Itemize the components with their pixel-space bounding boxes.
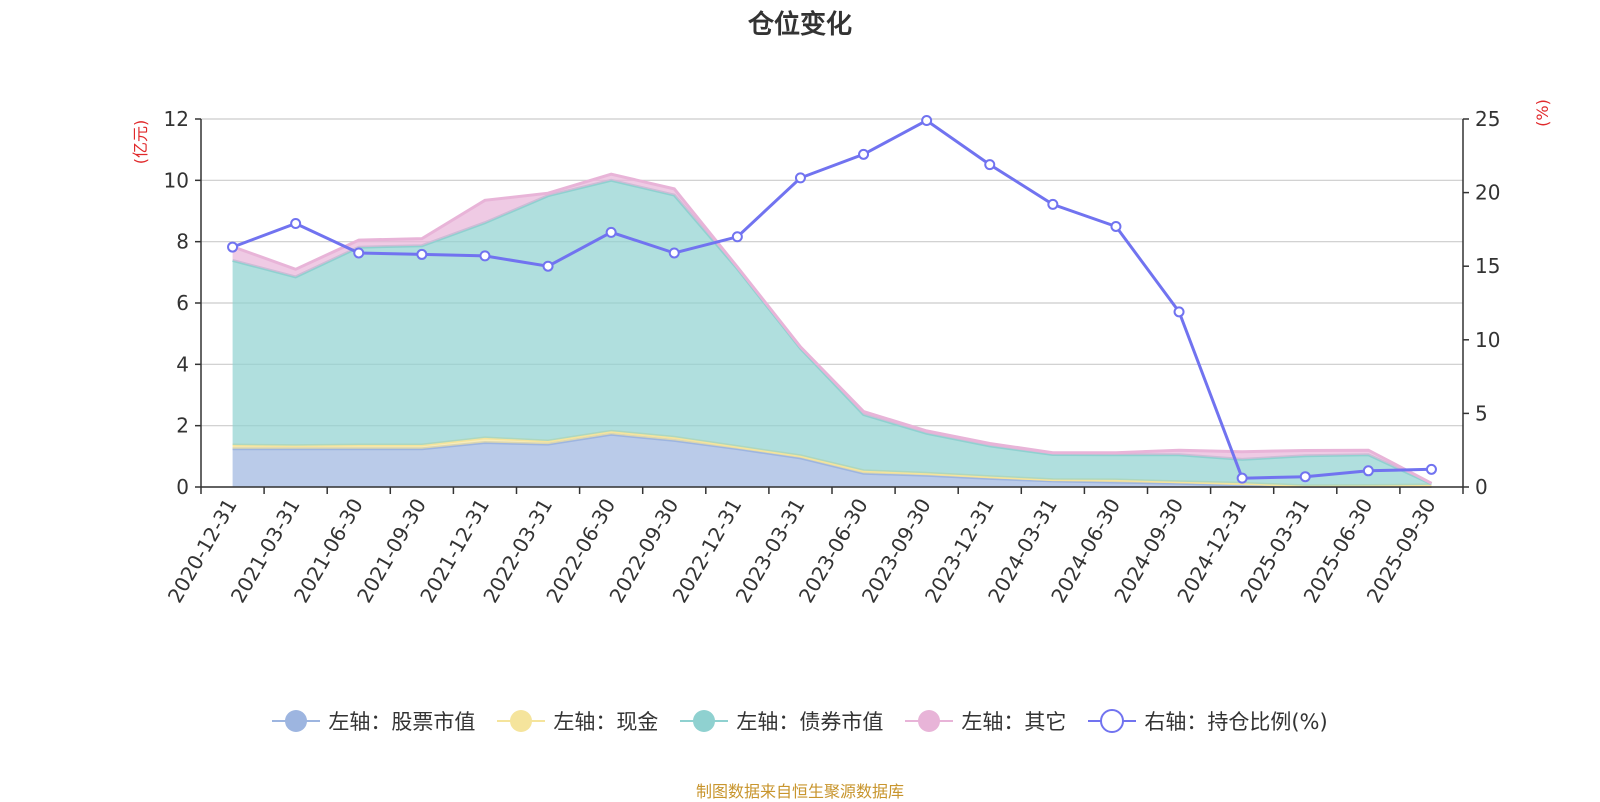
ratio-point-0 <box>227 241 239 253</box>
ratio-point-15 <box>1173 306 1185 318</box>
legend-swatch-bond <box>680 708 729 734</box>
ratio-point-4 <box>479 250 491 262</box>
legend-label-bond: 左轴：债券市值 <box>736 710 884 734</box>
ratio-line <box>232 118 1432 480</box>
area-bond <box>232 180 1432 486</box>
ratio-point-16 <box>1236 472 1248 484</box>
ratio-point-10 <box>858 148 870 160</box>
area-other <box>232 174 1432 484</box>
left-tick-label-0: 0 <box>176 475 189 499</box>
legend-icon-bond <box>680 710 729 732</box>
left-tick-label-4: 4 <box>176 352 189 376</box>
right-tick-label-20: 20 <box>1475 181 1500 205</box>
legend-swatch-ratio <box>1088 708 1137 734</box>
ratio-point-19 <box>1425 463 1437 475</box>
chart-title: 仓位变化 <box>747 10 852 40</box>
legend-icon-cash <box>497 710 546 732</box>
left-axis-unit: (亿元) <box>131 120 150 165</box>
ratio-point-13 <box>1047 198 1059 210</box>
legend-swatch-stock <box>272 708 321 734</box>
left-tick-label-8: 8 <box>176 230 189 254</box>
right-tick-label-15: 15 <box>1475 254 1500 278</box>
chart-legend: 左轴：股票市值 左轴：现金 左轴：债券市值 左轴：其它 右轴：持仓比例(%) <box>0 706 1600 736</box>
ratio-point-17 <box>1299 471 1311 483</box>
legend-label-other: 左轴：其它 <box>961 710 1067 734</box>
legend-icon-stock <box>272 710 321 732</box>
ratio-point-8 <box>731 231 743 243</box>
ratio-point-11 <box>921 114 933 126</box>
legend-item-other[interactable]: 左轴：其它 <box>905 706 1066 736</box>
ratio-point-6 <box>605 226 617 238</box>
right-tick-label-25: 25 <box>1475 107 1500 131</box>
area-stock <box>232 434 1432 487</box>
ratio-point-7 <box>668 247 680 259</box>
ratio-point-18 <box>1362 465 1374 477</box>
right-axis-unit: (%) <box>1533 99 1552 127</box>
legend-icon-ratio <box>1088 709 1137 733</box>
ratio-point-2 <box>353 247 365 259</box>
source-note: 制图数据来自恒生聚源数据库 <box>695 782 904 801</box>
ratio-point-1 <box>290 218 302 230</box>
left-tick-label-2: 2 <box>176 414 189 438</box>
left-tick-label-6: 6 <box>176 291 189 315</box>
legend-item-stock[interactable]: 左轴：股票市值 <box>272 706 475 736</box>
legend-swatch-other <box>905 708 954 734</box>
right-tick-label-10: 10 <box>1475 328 1500 352</box>
right-tick-label-0: 0 <box>1475 475 1488 499</box>
ratio-point-12 <box>984 159 996 171</box>
ratio-point-14 <box>1110 220 1122 232</box>
left-tick-label-10: 10 <box>164 168 189 192</box>
ratio-point-9 <box>794 172 806 184</box>
legend-icon-other <box>905 710 954 732</box>
legend-label-ratio: 右轴：持仓比例(%) <box>1144 710 1328 734</box>
left-tick-label-12: 12 <box>164 107 189 131</box>
ratio-point-3 <box>416 248 428 260</box>
legend-swatch-cash <box>497 708 546 734</box>
legend-item-cash[interactable]: 左轴：现金 <box>497 706 658 736</box>
right-tick-label-5: 5 <box>1475 401 1488 425</box>
legend-item-ratio[interactable]: 右轴：持仓比例(%) <box>1088 706 1328 736</box>
legend-label-stock: 左轴：股票市值 <box>328 710 476 734</box>
legend-item-bond[interactable]: 左轴：债券市值 <box>680 706 883 736</box>
legend-label-cash: 左轴：现金 <box>553 710 659 734</box>
ratio-point-5 <box>542 260 554 272</box>
